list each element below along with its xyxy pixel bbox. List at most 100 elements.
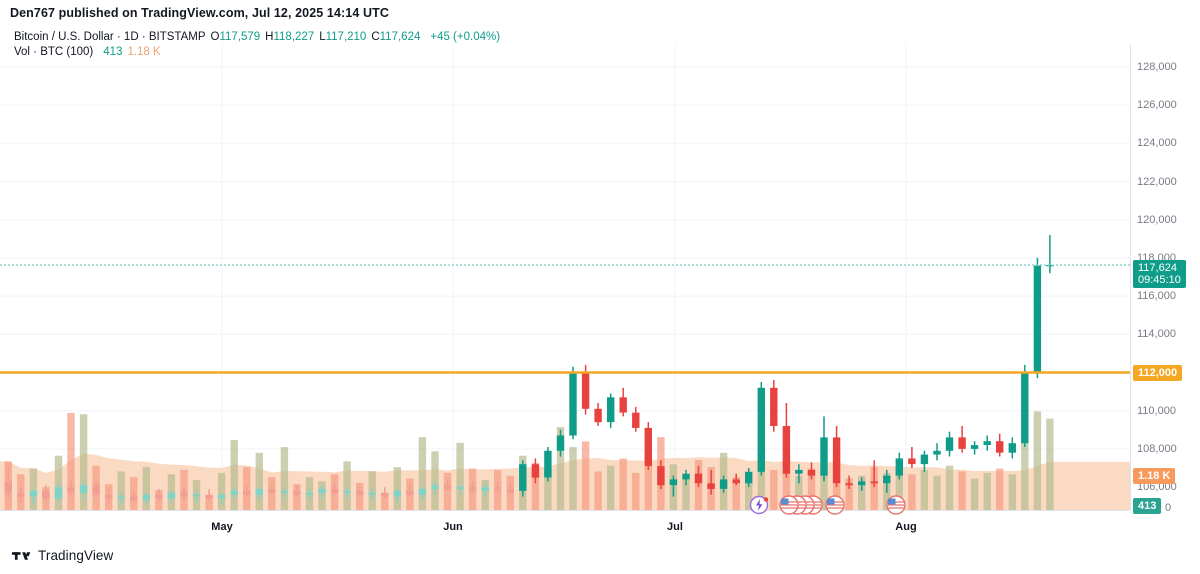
us-economic-event-stack[interactable] [778,495,824,520]
volume-bar [418,437,427,510]
candle-body [468,487,477,491]
candle-body [858,481,866,486]
candlestick [795,464,803,484]
candlestick [67,479,75,497]
candle-body [694,473,703,484]
candle-body [481,487,489,491]
volume-bar [443,472,452,510]
volume-bar [920,470,929,510]
volume-bar [54,455,63,510]
candle-body [820,437,828,476]
candlestick [155,489,163,501]
candle-body [619,397,627,413]
candlestick [481,483,489,497]
candle-body [933,450,941,455]
ai-event-badge[interactable] [748,495,770,520]
legend-low-value: 117,210 [325,31,367,43]
candle-body [180,492,188,497]
candlestick [607,393,615,428]
candle-body [983,441,991,445]
candlestick [770,380,778,432]
candlestick [694,466,703,488]
candle-body [531,464,540,478]
candlestick [305,489,314,501]
us-economic-event-single-2[interactable] [885,495,907,520]
price-axis[interactable]: 128,000 126,000 124,000 122,000 120,000 118,0… [1130,44,1200,514]
price-axis-tick: 110,000 [1137,404,1176,417]
volume-bar [544,465,552,510]
volume-axis-zero-label: 0 [1165,502,1172,514]
candlestick [531,458,540,484]
chart-legend: Bitcoin / U.S. Dollar · 1D · BITSTAMP O11… [14,30,500,60]
candle-body [719,479,728,489]
time-axis[interactable]: May Jun Jul Aug [0,510,1130,540]
legend-volume-row[interactable]: Vol · BTC (100) 413 1.18 K [14,45,500,60]
us-flag-icon [825,495,845,515]
volume-value-badge[interactable]: 413 [1133,498,1162,514]
time-axis-tick: Jul [667,521,683,533]
volume-bar [858,475,866,510]
volume-bar [569,447,577,510]
candle-body [1008,443,1016,453]
candlestick [707,469,715,495]
current-price-countdown: 09:45:10 [1138,274,1181,287]
volume-bar [456,442,464,510]
volume-bar [381,492,389,510]
candle-body [1033,265,1042,373]
candle-body [494,487,502,489]
price-level-badge[interactable]: 112,000 [1133,364,1183,381]
legend-close-value: 117,624 [379,31,421,43]
price-axis-tick: 120,000 [1137,213,1177,226]
candlestick [456,483,464,495]
candle-body [305,492,314,495]
candle-body [117,496,125,499]
candle-body [707,483,715,489]
us-economic-event-single[interactable] [824,495,846,520]
candle-body [569,372,577,436]
volume-bar [1008,474,1016,510]
chart-plot-area[interactable] [0,44,1130,510]
volume-bar [996,468,1004,510]
time-axis-tick: May [211,521,233,533]
price-axis-tick: 116,000 [1137,290,1176,303]
candle-body [393,490,401,497]
volume-bar [581,441,590,510]
candle-body [832,437,841,484]
candlestick [243,485,251,497]
candle-body [205,494,213,499]
tradingview-logo-icon [12,551,31,560]
candlestick [167,490,176,503]
chart-canvas[interactable] [0,44,1130,510]
candle-body [142,494,150,501]
candlestick [644,422,652,470]
price-axis-tick: 126,000 [1137,99,1177,112]
candle-body [795,469,803,474]
current-price-badge[interactable]: 117,624 09:45:10 [1133,260,1186,289]
time-axis-tick: Aug [895,521,917,533]
candlestick [406,485,414,497]
candlestick [970,441,979,455]
price-axis-tick: 124,000 [1137,137,1177,150]
candle-body [1021,372,1029,444]
candlestick [870,460,878,488]
candle-body [845,483,853,486]
volume-bar [293,484,301,510]
volume-ma-badge[interactable]: 1.18 K [1133,468,1176,485]
candlestick [92,481,100,497]
volume-bar [908,474,916,510]
volume-bar [619,458,627,510]
price-axis-tick: 128,000 [1137,60,1177,73]
candlestick [506,483,514,495]
volume-bar [807,468,816,510]
candle-body [280,490,289,493]
volume-bar [770,470,778,510]
candle-body [17,492,25,497]
candle-body [745,471,753,484]
candlestick [42,485,50,503]
candle-body [544,450,552,478]
legend-symbol-row[interactable]: Bitcoin / U.S. Dollar · 1D · BITSTAMP O11… [14,30,500,45]
candlestick [807,462,816,480]
candle-body [970,445,979,449]
volume-bar [431,451,439,510]
volume-bar [393,467,401,510]
